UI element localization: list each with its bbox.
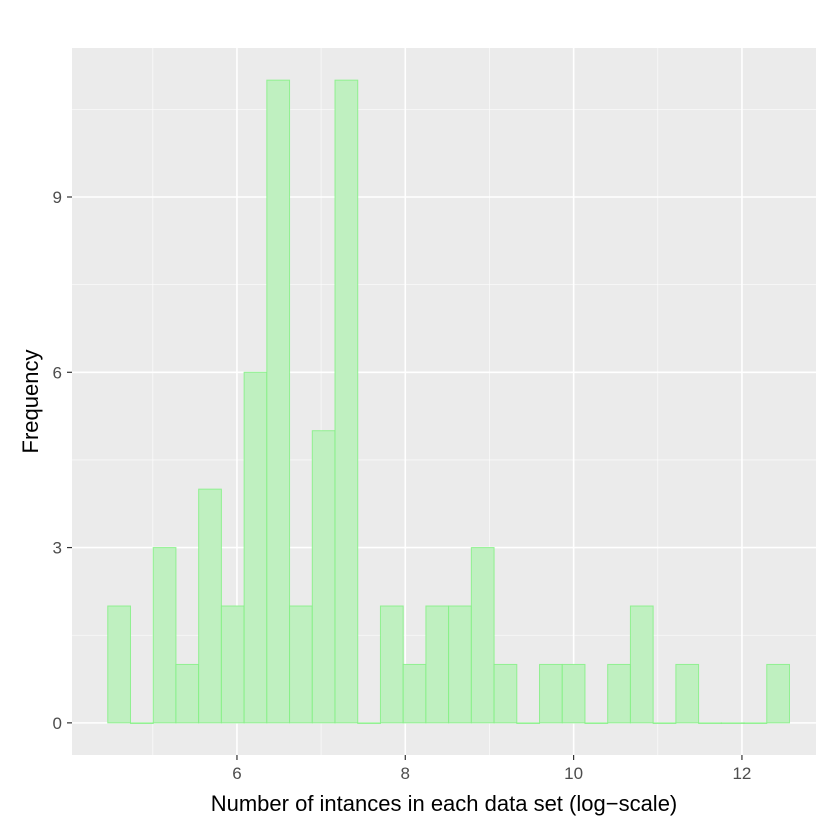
y-tick-label: 9 [53, 188, 62, 207]
histogram-bars [107, 79, 790, 724]
histogram-bar [607, 663, 631, 724]
histogram-bar [470, 547, 495, 724]
x-tick-label: 6 [232, 764, 241, 783]
histogram-bar [402, 663, 427, 724]
histogram-bar [584, 722, 609, 724]
histogram-bar [493, 663, 518, 724]
y-tick-label: 3 [53, 539, 62, 558]
histogram-bar [698, 722, 722, 724]
histogram-bar [289, 605, 313, 724]
y-axis: 0 3 6 9 [53, 188, 72, 733]
x-axis: 6 8 10 12 [232, 755, 751, 783]
histogram-bar [129, 722, 154, 724]
histogram-bar [448, 605, 472, 724]
histogram-bar [198, 488, 222, 724]
y-axis-title: Frequency [18, 350, 43, 454]
x-tick-label: 8 [401, 764, 410, 783]
histogram-bar [766, 663, 790, 724]
histogram-bar [743, 722, 768, 724]
y-tick-label: 0 [53, 714, 62, 733]
major-gridlines [72, 48, 816, 755]
histogram-bar [243, 371, 268, 724]
histogram-bar [561, 663, 586, 724]
histogram-bar [152, 547, 177, 724]
histogram-bar [175, 663, 200, 724]
histogram-bar [539, 663, 563, 724]
histogram-bar [516, 722, 541, 724]
histogram-bar [311, 430, 336, 724]
histogram-bar [629, 605, 654, 724]
x-axis-title: Number of intances in each data set (log… [211, 791, 678, 816]
histogram-bar [425, 605, 450, 724]
histogram-bar [720, 722, 745, 724]
histogram-bar [675, 663, 700, 724]
minor-gridlines [72, 48, 816, 755]
y-tick-label: 6 [53, 363, 62, 382]
histogram-bar [220, 605, 245, 724]
x-tick-label: 12 [732, 764, 751, 783]
histogram-bar [379, 605, 404, 724]
histogram-bar [652, 722, 677, 724]
x-tick-label: 10 [564, 764, 583, 783]
histogram-bar [107, 605, 131, 724]
histogram-bar [334, 79, 359, 724]
histogram-bar [266, 79, 291, 724]
histogram-bar [357, 722, 381, 724]
